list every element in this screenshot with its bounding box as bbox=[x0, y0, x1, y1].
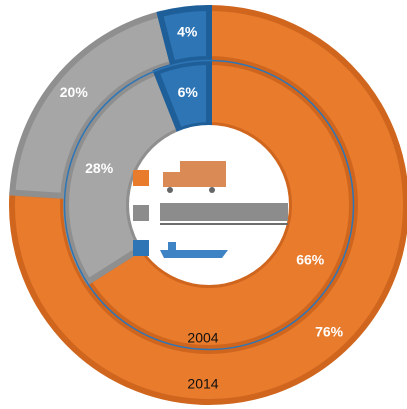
ring-divider bbox=[63, 59, 355, 351]
truck-cab bbox=[163, 172, 180, 187]
ship-cabin bbox=[168, 242, 176, 250]
wheel bbox=[167, 187, 173, 193]
data-label: 76% bbox=[315, 324, 344, 340]
rings bbox=[9, 4, 407, 405]
train-icon bbox=[160, 203, 288, 221]
series-name: 2014 bbox=[187, 376, 218, 392]
legend-icons bbox=[133, 161, 288, 258]
water-swatch bbox=[133, 240, 149, 256]
train-rail bbox=[160, 223, 288, 225]
data-label: 20% bbox=[60, 84, 89, 100]
data-label: 66% bbox=[296, 251, 325, 267]
truck-swatch bbox=[133, 170, 149, 186]
wheel bbox=[209, 187, 215, 193]
data-label: 28% bbox=[85, 160, 114, 176]
truck-icon bbox=[180, 161, 226, 187]
series-name: 2004 bbox=[187, 330, 218, 346]
rail-swatch bbox=[133, 205, 149, 221]
data-label: 4% bbox=[177, 24, 198, 40]
data-label: 6% bbox=[178, 84, 199, 100]
ship-icon bbox=[160, 250, 228, 258]
